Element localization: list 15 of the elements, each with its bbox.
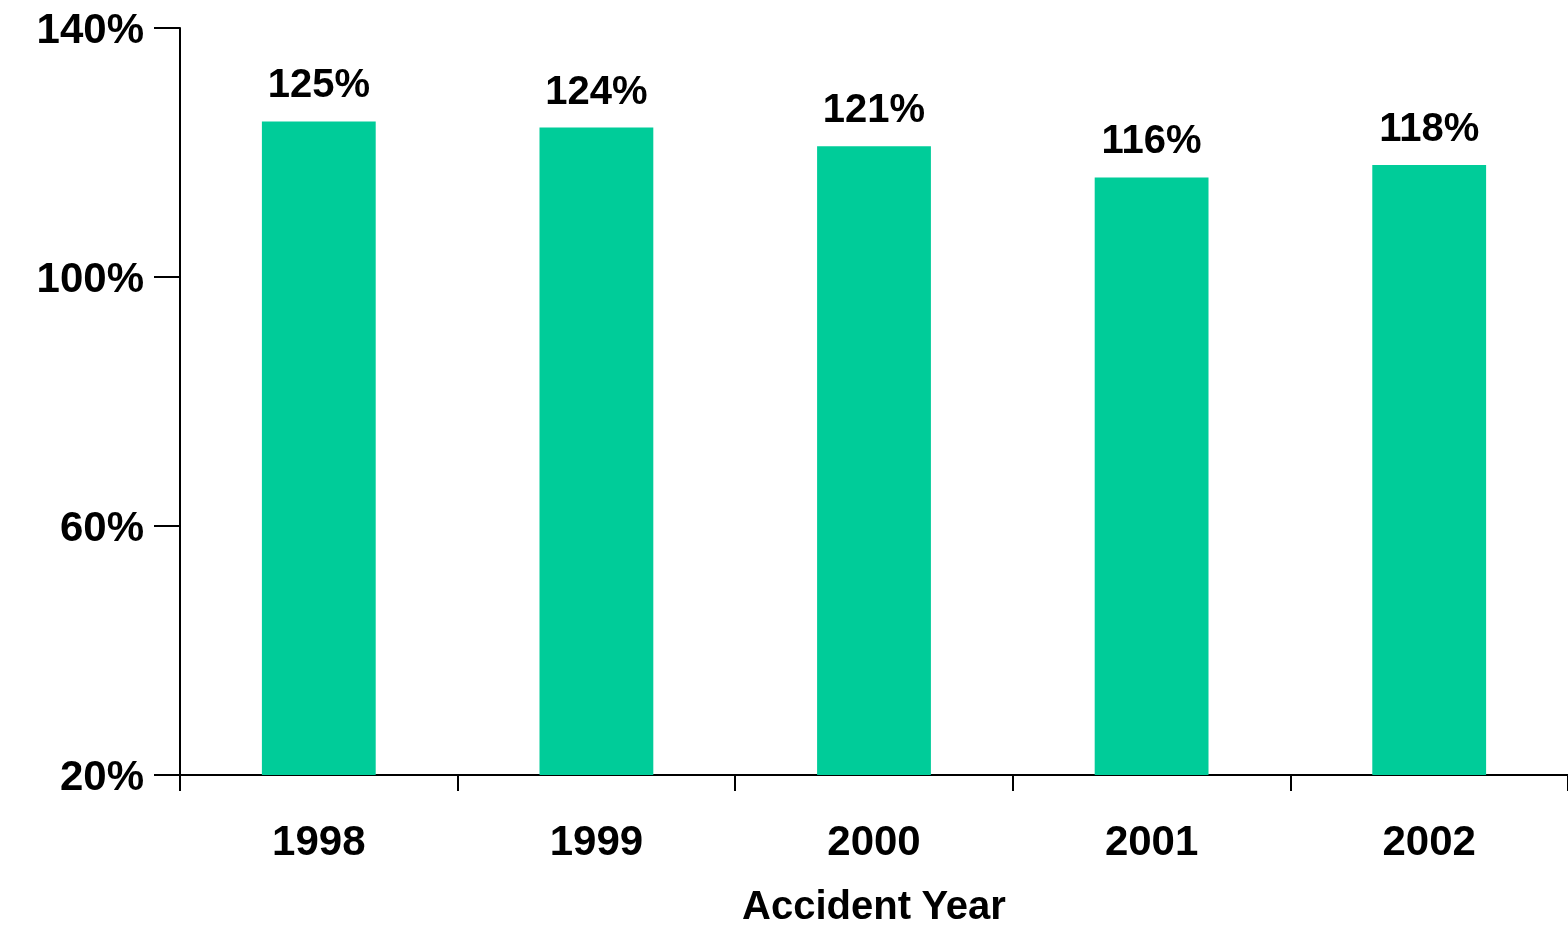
data-label: 124%: [545, 67, 648, 112]
x-tick-label: 1999: [549, 816, 644, 864]
x-tick-label: 2001: [1104, 816, 1199, 864]
y-tick-label: 140%: [36, 4, 144, 52]
x-axis-title: Accident Year: [742, 883, 1006, 927]
y-tick-label: 100%: [36, 253, 144, 301]
data-label: 118%: [1379, 104, 1480, 149]
x-tick-label: 2002: [1382, 816, 1476, 864]
x-tick-label: 2000: [827, 816, 921, 864]
y-tick-label: 20%: [59, 751, 144, 799]
y-tick-label: 60%: [59, 502, 144, 550]
data-label: 121%: [822, 86, 926, 131]
data-label: 125%: [267, 61, 370, 106]
x-tick-label: 1998: [272, 816, 366, 864]
data-label: 116%: [1101, 117, 1202, 162]
